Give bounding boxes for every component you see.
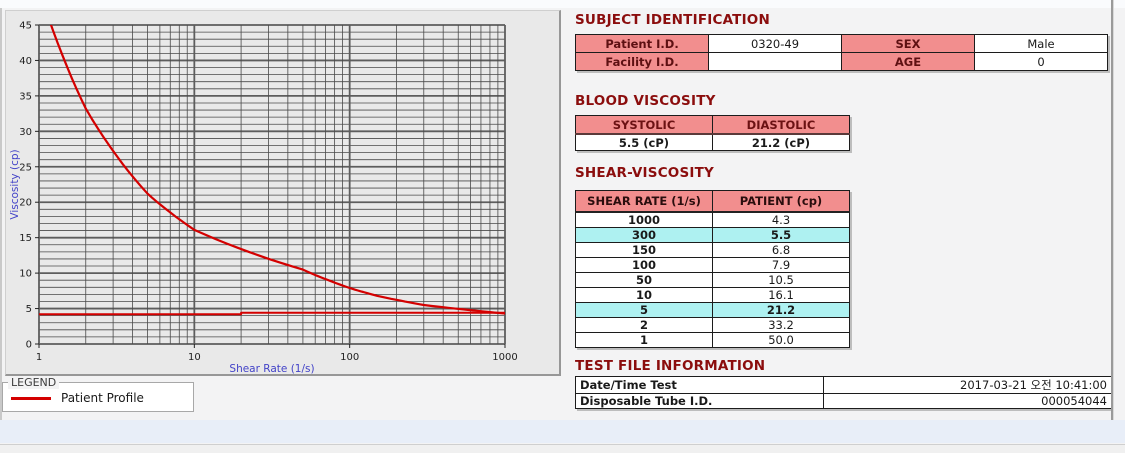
- table-cell: 50.0: [712, 332, 850, 348]
- legend-entry: Patient Profile: [3, 389, 193, 405]
- test-file-information-table: Date/Time Test 2017-03-21 오전 10:41:00 Disp…: [575, 376, 1112, 409]
- table-cell: 10.5: [712, 272, 850, 288]
- table-row: Facility I.D. AGE 0: [575, 52, 1108, 71]
- table-cell: 5: [575, 302, 713, 318]
- shear-viscosity-table: SHEAR RATE (1/s) PATIENT (cp) 1000 4.3 300 5.…: [575, 190, 850, 348]
- test-file-information-heading: TEST FILE INFORMATION: [575, 358, 766, 374]
- table-row: SHEAR RATE (1/s) PATIENT (cp): [575, 190, 850, 213]
- subject-identification-table: Patient I.D. 0320-49 SEX Male Facility I.D. A…: [575, 34, 1108, 71]
- table-cell: 16.1: [712, 287, 850, 303]
- table-cell: 50: [575, 272, 713, 288]
- table-cell: SEX: [841, 34, 975, 53]
- table-row: 1 50.0: [575, 332, 850, 348]
- svg-text:Viscosity (cp): Viscosity (cp): [9, 149, 21, 219]
- svg-text:30: 30: [19, 127, 32, 138]
- table-row: 50 10.5: [575, 272, 850, 288]
- table-cell: [708, 52, 842, 71]
- shear-viscosity-heading: SHEAR-VISCOSITY: [575, 165, 715, 181]
- table-cell: 300: [575, 227, 713, 243]
- chart-legend: LEGEND Patient Profile: [2, 376, 194, 412]
- table-cell: 6.8: [712, 242, 850, 258]
- table-row: 5.5 (cP) 21.2 (cP): [575, 133, 850, 151]
- table-cell: 7.9: [712, 257, 850, 273]
- table-cell: 10: [575, 287, 713, 303]
- table-cell: SHEAR RATE (1/s): [575, 190, 713, 213]
- blood-viscosity-heading: BLOOD VISCOSITY: [575, 93, 716, 109]
- table-row: SYSTOLIC DIASTOLIC: [575, 115, 850, 135]
- table-cell: 100: [575, 257, 713, 273]
- table-cell: 000054044: [823, 393, 1112, 409]
- shear-viscosity-chart: 0 5 10 15 20 25 30 35 40 45 1 10 100 1000 Shear Rate (…: [9, 21, 518, 376]
- svg-text:10: 10: [19, 269, 32, 280]
- table-cell: DIASTOLIC: [712, 115, 850, 135]
- legend-entry-label: Patient Profile: [61, 391, 144, 405]
- table-cell: 21.2: [712, 302, 850, 318]
- svg-text:45: 45: [19, 21, 32, 32]
- table-row: 2 33.2: [575, 317, 850, 333]
- table-cell: 1: [575, 332, 713, 348]
- top-strip: [0, 0, 1125, 8]
- table-row: Disposable Tube I.D. 000054044: [575, 393, 1112, 409]
- table-cell: Disposable Tube I.D.: [575, 393, 824, 409]
- table-cell: 1000: [575, 211, 713, 228]
- table-row: Date/Time Test 2017-03-21 오전 10:41:00: [575, 376, 1112, 394]
- svg-text:20: 20: [19, 198, 32, 209]
- shear-viscosity-chart-panel: 0 5 10 15 20 25 30 35 40 45 1 10 100 1000 Shear Rate (…: [5, 10, 561, 376]
- patient-profile-line-swatch: [11, 396, 51, 400]
- table-cell: 5.5: [712, 227, 850, 243]
- table-row: 300 5.5: [575, 227, 850, 243]
- right-panel-divider: [1111, 0, 1114, 420]
- svg-text:5: 5: [26, 304, 32, 315]
- bottom-blue-band: [0, 420, 1125, 443]
- subject-identification-heading: SUBJECT IDENTIFICATION: [575, 12, 770, 28]
- table-row: Patient I.D. 0320-49 SEX Male: [575, 34, 1108, 53]
- svg-text:Shear Rate (1/s): Shear Rate (1/s): [229, 363, 314, 374]
- table-cell: 150: [575, 242, 713, 258]
- table-cell: SYSTOLIC: [575, 115, 713, 135]
- svg-text:100: 100: [340, 352, 359, 363]
- blood-viscosity-table: SYSTOLIC DIASTOLIC 5.5 (cP) 21.2 (cP): [575, 115, 850, 151]
- legend-title: LEGEND: [8, 376, 60, 389]
- table-row: 150 6.8: [575, 242, 850, 258]
- table-row: 1000 4.3: [575, 211, 850, 228]
- svg-text:0: 0: [26, 340, 32, 351]
- report-data-panel: SUBJECT IDENTIFICATION Patient I.D. 0320-…: [575, 0, 1112, 420]
- svg-text:1000: 1000: [492, 352, 517, 363]
- table-cell: 5.5 (cP): [575, 133, 713, 151]
- table-row: 10 16.1: [575, 287, 850, 303]
- table-cell: 33.2: [712, 317, 850, 333]
- table-cell: PATIENT (cp): [712, 190, 850, 213]
- svg-text:25: 25: [19, 162, 32, 173]
- table-cell: 0: [974, 52, 1108, 71]
- table-cell: 2017-03-21 오전 10:41:00: [823, 376, 1112, 394]
- svg-text:10: 10: [188, 352, 201, 363]
- table-row: 100 7.9: [575, 257, 850, 273]
- table-cell: 2: [575, 317, 713, 333]
- svg-text:15: 15: [19, 233, 32, 244]
- table-cell: Facility I.D.: [575, 52, 709, 71]
- svg-text:35: 35: [19, 91, 32, 102]
- bottom-footer-band: [0, 444, 1125, 453]
- table-cell: 4.3: [712, 211, 850, 228]
- left-edge-border: [0, 8, 2, 420]
- table-cell: Male: [974, 34, 1108, 53]
- table-cell: Date/Time Test: [575, 376, 824, 394]
- table-cell: 0320-49: [708, 34, 842, 53]
- table-row: 5 21.2: [575, 302, 850, 318]
- table-cell: Patient I.D.: [575, 34, 709, 53]
- table-cell: 21.2 (cP): [712, 133, 850, 151]
- svg-text:1: 1: [36, 352, 42, 363]
- table-cell: AGE: [841, 52, 975, 71]
- svg-text:40: 40: [19, 56, 32, 67]
